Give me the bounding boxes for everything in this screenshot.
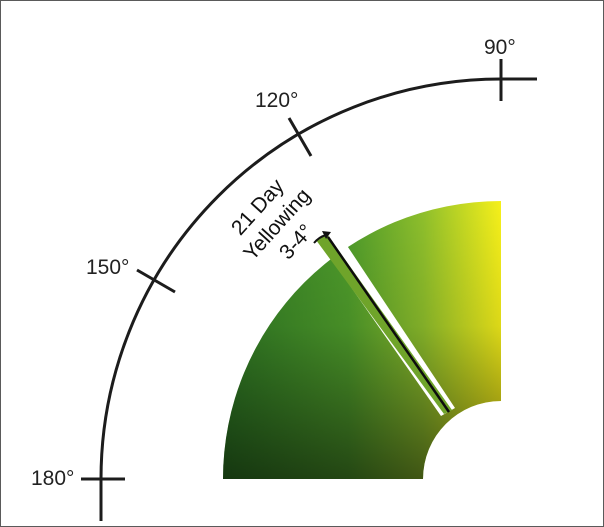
- tick-label-120: 120°: [255, 89, 298, 112]
- shift-arrow: [313, 231, 331, 244]
- tick-150: [136, 268, 176, 294]
- hue-color-sector: [223, 201, 501, 479]
- tick-label-90: 90°: [484, 36, 516, 59]
- tick-120: [287, 117, 313, 157]
- tick-label-180: 180°: [31, 467, 74, 490]
- yellowing-annotation: 21 Day Yellowing 3-4°: [227, 174, 318, 265]
- hue-needle: [326, 236, 451, 413]
- hue-arc: [99, 77, 537, 521]
- tick-label-150: 150°: [86, 256, 129, 279]
